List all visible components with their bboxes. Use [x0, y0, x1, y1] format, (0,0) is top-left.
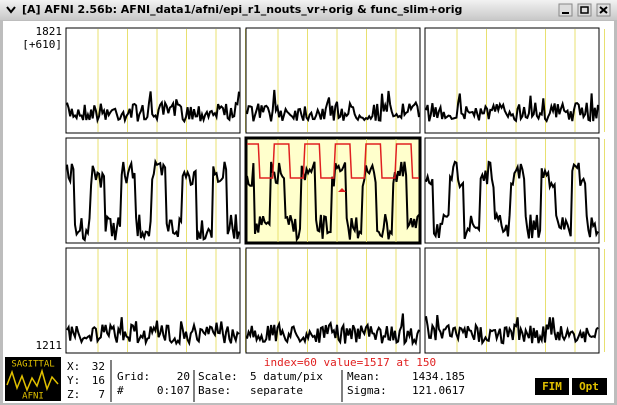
y-label: Y: [67, 374, 80, 387]
mean-label: Mean: [347, 370, 380, 383]
trace [246, 89, 420, 123]
y-bottom-label: 1211 [36, 339, 63, 352]
time-marker [338, 188, 346, 192]
y-value: 16 [92, 374, 105, 387]
logo-name: AFNI [22, 392, 44, 402]
base-value: separate [250, 384, 303, 397]
opt-label[interactable]: Opt [579, 380, 599, 393]
fim-label[interactable]: FIM [542, 380, 562, 393]
trace [246, 313, 420, 347]
reference-trace [247, 143, 419, 179]
trace [425, 93, 599, 124]
trace [66, 158, 240, 243]
menu-icon[interactable] [6, 6, 16, 14]
logo-view: SAGITTAL [11, 360, 54, 370]
grid-label: Grid: [117, 370, 150, 383]
fim-button[interactable] [535, 378, 569, 395]
title-bar [0, 0, 617, 20]
panel [65, 247, 241, 354]
panels [65, 27, 605, 354]
panel [65, 137, 241, 244]
trace [246, 161, 420, 243]
base-label: Base: [198, 384, 231, 397]
trace [425, 314, 599, 346]
mean-value: 1434.185 [412, 370, 465, 383]
panel [424, 137, 600, 244]
status-text: index=60 value=1517 at 150 [264, 356, 436, 369]
sigma-label: Sigma: [347, 384, 387, 397]
index-label: # [117, 384, 124, 397]
y-range-label: [+610] [22, 38, 62, 51]
z-label: Z: [67, 388, 80, 401]
x-value: 32 [92, 360, 105, 373]
sigma-value: 121.0617 [412, 384, 465, 397]
scale-value: 5 datum/pix [250, 370, 323, 383]
scale-label: Scale: [198, 370, 238, 383]
opt-button[interactable] [572, 378, 607, 395]
x-label: X: [67, 360, 80, 373]
window-title: [A] AFNI 2.56b: AFNI_data1/afni/epi_r1_n… [22, 3, 462, 16]
trace [425, 160, 599, 240]
minimize-button[interactable] [558, 3, 573, 17]
grid-value: 20 [177, 370, 190, 383]
maximize-button[interactable] [577, 3, 592, 17]
y-top-label: 1821 [36, 25, 63, 38]
index-range: 0:107 [157, 384, 190, 397]
trace [66, 317, 240, 347]
trace [66, 91, 240, 125]
z-value: 7 [98, 388, 105, 401]
logo-wave [6, 368, 59, 393]
